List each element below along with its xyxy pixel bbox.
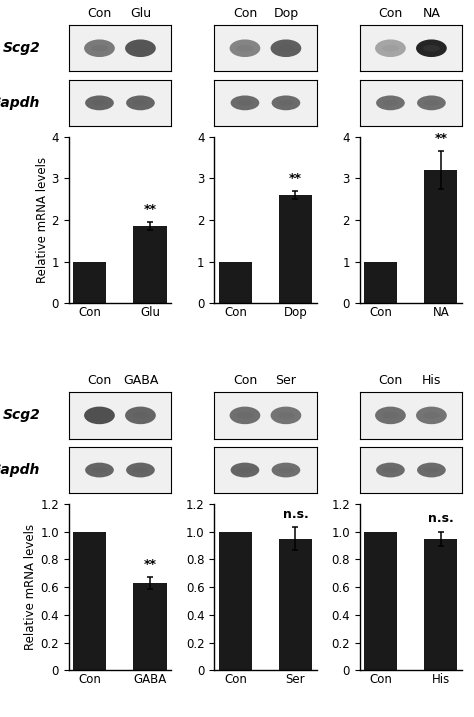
Ellipse shape (237, 467, 253, 473)
Bar (365, 531, 397, 670)
Ellipse shape (229, 39, 260, 57)
Ellipse shape (84, 39, 115, 57)
Text: Scg2: Scg2 (2, 42, 40, 55)
Ellipse shape (237, 45, 254, 52)
Text: **: ** (435, 132, 447, 145)
Ellipse shape (272, 462, 300, 478)
Text: GABA: GABA (123, 374, 158, 386)
Bar (424, 538, 457, 670)
Ellipse shape (424, 467, 439, 473)
Ellipse shape (424, 100, 439, 105)
Bar (279, 538, 312, 670)
Ellipse shape (85, 462, 114, 478)
Ellipse shape (417, 462, 446, 478)
Text: Con: Con (87, 6, 111, 19)
Ellipse shape (416, 407, 447, 424)
Ellipse shape (84, 407, 115, 424)
Ellipse shape (231, 462, 259, 478)
Y-axis label: Relative mRNA levels: Relative mRNA levels (36, 157, 49, 283)
Ellipse shape (132, 412, 149, 419)
Text: Glu: Glu (130, 6, 151, 19)
Bar (73, 262, 107, 303)
Ellipse shape (382, 412, 399, 419)
Ellipse shape (231, 95, 259, 110)
Ellipse shape (417, 95, 446, 110)
Ellipse shape (132, 45, 149, 52)
Y-axis label: Relative mRNA levels: Relative mRNA levels (25, 524, 37, 650)
Text: Con: Con (378, 6, 402, 19)
Ellipse shape (376, 462, 405, 478)
Ellipse shape (423, 45, 440, 52)
Bar (219, 262, 252, 303)
Bar (73, 531, 107, 670)
Ellipse shape (278, 100, 294, 105)
Text: NA: NA (422, 6, 440, 19)
Ellipse shape (91, 412, 108, 419)
Text: Gapdh: Gapdh (0, 96, 40, 110)
Text: Con: Con (233, 374, 257, 386)
Text: Scg2: Scg2 (2, 409, 40, 422)
Bar (134, 227, 166, 303)
Ellipse shape (383, 467, 398, 473)
Text: **: ** (144, 203, 156, 216)
Text: Ser: Ser (275, 374, 296, 386)
Ellipse shape (125, 407, 156, 424)
Ellipse shape (278, 467, 294, 473)
Ellipse shape (91, 467, 107, 473)
Text: n.s.: n.s. (283, 508, 309, 521)
Ellipse shape (376, 95, 405, 110)
Ellipse shape (125, 39, 156, 57)
Ellipse shape (383, 100, 398, 105)
Text: Dop: Dop (273, 6, 299, 19)
Bar (134, 583, 166, 670)
Text: **: ** (144, 558, 156, 571)
Bar (424, 170, 457, 303)
Ellipse shape (271, 407, 301, 424)
Ellipse shape (229, 407, 260, 424)
Ellipse shape (133, 100, 148, 105)
Ellipse shape (91, 45, 108, 52)
Ellipse shape (382, 45, 399, 52)
Text: His: His (422, 374, 441, 386)
Text: Con: Con (87, 374, 111, 386)
Ellipse shape (91, 100, 107, 105)
Ellipse shape (375, 407, 406, 424)
Bar (365, 262, 397, 303)
Ellipse shape (375, 39, 406, 57)
Text: Con: Con (233, 6, 257, 19)
Text: Gapdh: Gapdh (0, 463, 40, 477)
Ellipse shape (271, 39, 301, 57)
Ellipse shape (126, 95, 155, 110)
Ellipse shape (277, 45, 294, 52)
Ellipse shape (85, 95, 114, 110)
Ellipse shape (133, 467, 148, 473)
Ellipse shape (423, 412, 440, 419)
Ellipse shape (237, 412, 254, 419)
Text: n.s.: n.s. (428, 513, 454, 526)
Ellipse shape (277, 412, 294, 419)
Text: Con: Con (378, 374, 402, 386)
Bar (279, 195, 312, 303)
Bar (219, 531, 252, 670)
Ellipse shape (272, 95, 300, 110)
Ellipse shape (416, 39, 447, 57)
Ellipse shape (237, 100, 253, 105)
Text: **: ** (289, 171, 302, 184)
Ellipse shape (126, 462, 155, 478)
